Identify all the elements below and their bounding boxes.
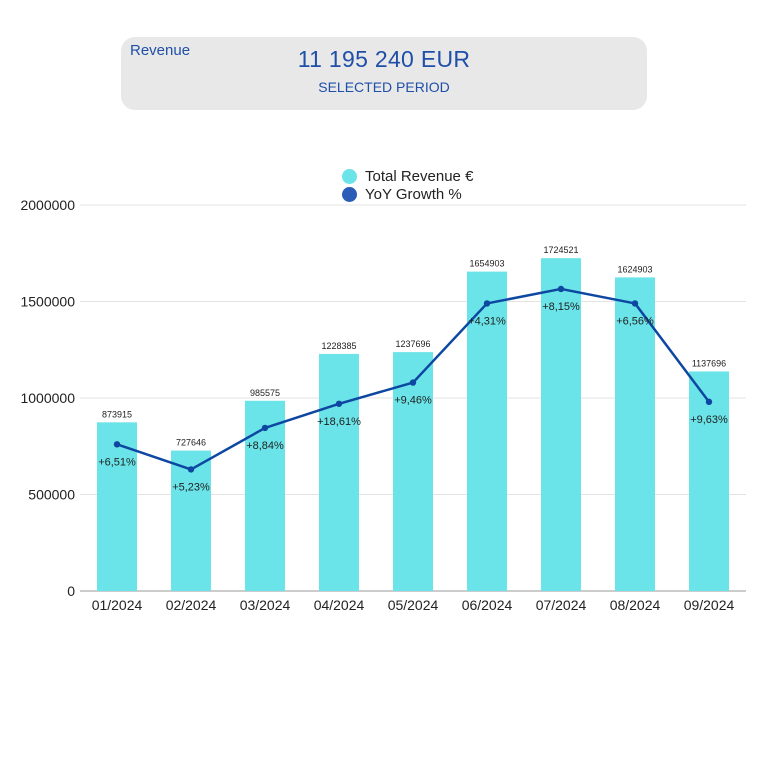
bar-value-label: 1237696 [395, 339, 430, 349]
x-tick-label: 09/2024 [684, 597, 735, 613]
growth-value-label: +18,61% [317, 416, 361, 428]
revenue-bar [97, 422, 137, 591]
revenue-bar [171, 450, 211, 591]
growth-point [483, 300, 491, 307]
y-tick-label: 1000000 [20, 390, 75, 406]
growth-point [187, 466, 195, 473]
x-tick-label: 06/2024 [462, 597, 513, 613]
bar-value-label: 1137696 [692, 358, 726, 368]
revenue-kpi-card: Revenue 11 195 240 EUR SELECTED PERIOD [121, 37, 647, 110]
x-tick-label: 03/2024 [240, 597, 291, 613]
x-tick-label: 02/2024 [166, 597, 217, 613]
kpi-value: 11 195 240 EUR [297, 46, 471, 72]
bar-value-label: 1724521 [543, 245, 578, 255]
growth-value-label: +8,15% [542, 301, 580, 313]
growth-value-label: +6,51% [98, 456, 136, 468]
growth-value-label: +5,23% [172, 481, 210, 493]
growth-point [113, 441, 121, 448]
bar-value-label: 1228385 [321, 341, 356, 351]
chart-legend: Total Revenue € YoY Growth % [342, 167, 473, 203]
y-tick-label: 500000 [28, 487, 75, 503]
growth-point [261, 424, 269, 432]
legend-swatch-growth [342, 186, 357, 202]
x-tick-label: 05/2024 [388, 597, 439, 613]
growth-value-label: +4,31% [468, 315, 506, 327]
x-tick-label: 07/2024 [536, 597, 587, 613]
legend-label-growth: YoY Growth % [365, 185, 462, 203]
revenue-bar [689, 371, 729, 591]
bar-value-label: 873915 [102, 409, 132, 419]
growth-point [409, 379, 417, 386]
bar-value-label: 1654903 [469, 259, 504, 269]
kpi-subtitle: SELECTED PERIOD [318, 79, 450, 95]
revenue-bar [393, 352, 433, 591]
x-tick-label: 01/2024 [92, 597, 143, 613]
bar-value-label: 985575 [250, 388, 280, 398]
growth-point [631, 300, 639, 307]
bar-value-label: 727646 [176, 438, 206, 448]
kpi-label: Revenue [130, 42, 191, 59]
legend-item-revenue: Total Revenue € [342, 167, 473, 185]
growth-point [335, 400, 343, 407]
x-tick-label: 08/2024 [610, 597, 661, 613]
revenue-bar [467, 271, 507, 591]
growth-value-label: +8,84% [246, 440, 284, 452]
x-tick-label: 04/2024 [314, 597, 365, 613]
revenue-bar [615, 277, 655, 591]
y-tick-label: 1500000 [20, 294, 75, 310]
growth-point [705, 398, 713, 406]
y-tick-label: 0 [67, 583, 75, 599]
growth-value-label: +6,56% [616, 315, 654, 327]
growth-value-label: +9,46% [394, 395, 432, 407]
growth-value-label: +9,63% [690, 414, 728, 426]
revenue-bar [319, 353, 359, 591]
bar-value-label: 1624903 [617, 264, 652, 274]
y-tick-label: 2000000 [20, 197, 75, 213]
revenue-bar [245, 400, 285, 591]
growth-point [557, 285, 565, 293]
legend-label-revenue: Total Revenue € [365, 167, 474, 185]
legend-swatch-revenue [342, 168, 357, 184]
legend-item-growth: YoY Growth % [342, 185, 473, 203]
revenue-bar [541, 258, 581, 591]
